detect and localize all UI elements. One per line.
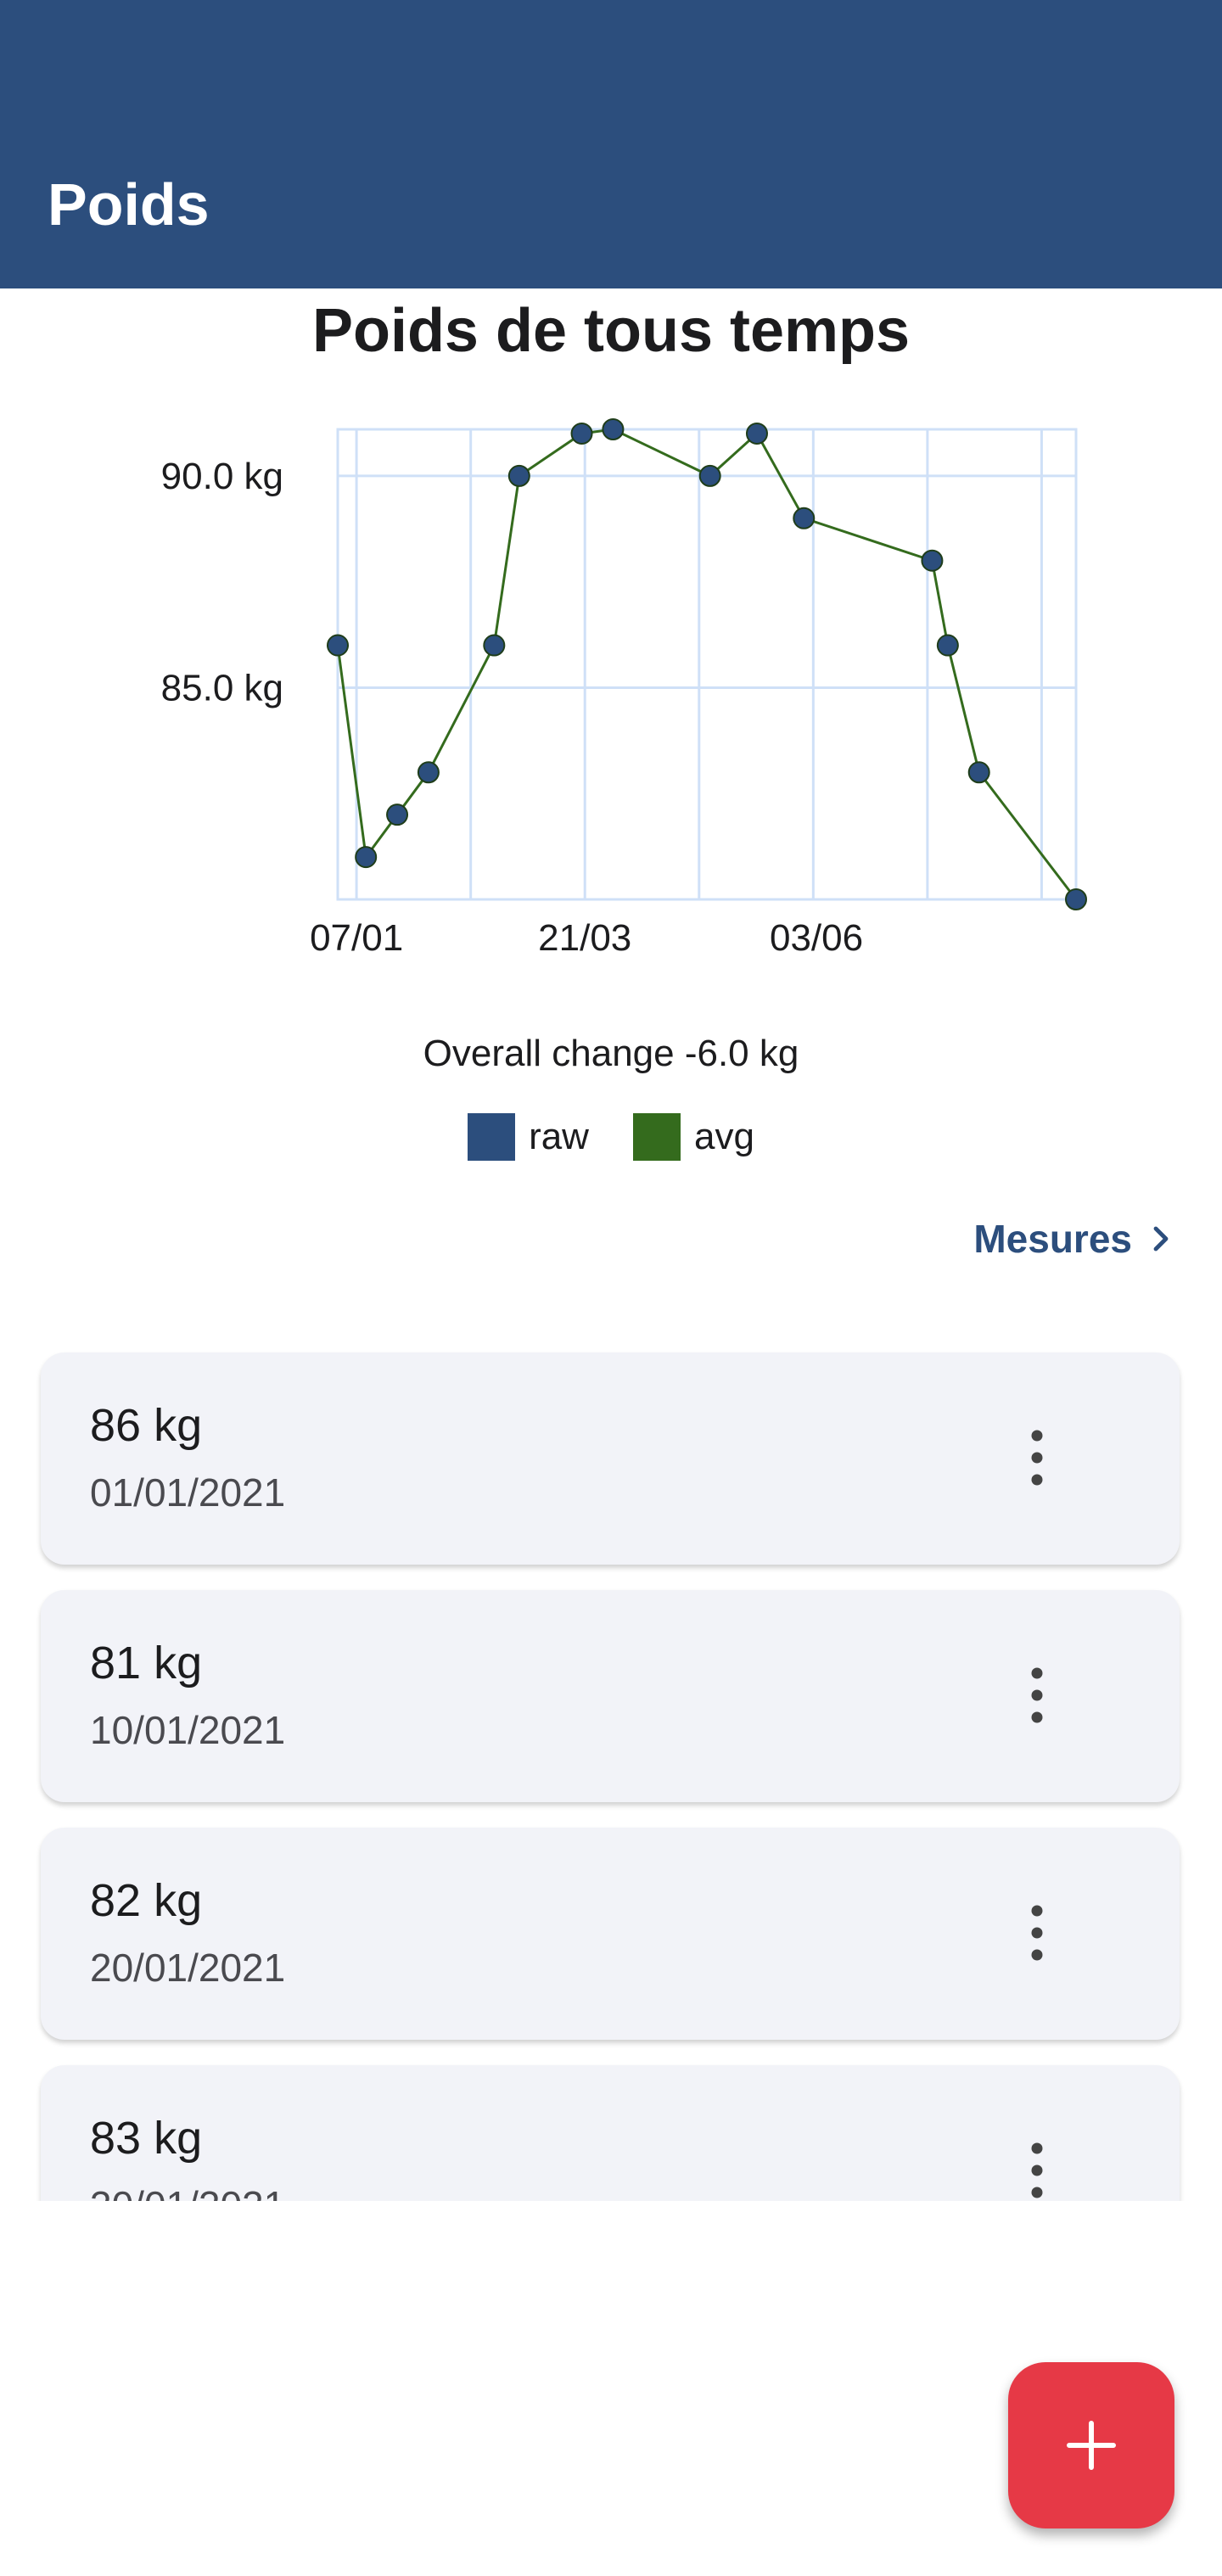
entry-date: 01/01/2021 <box>90 1470 286 1515</box>
entry-card[interactable]: 83 kg 30/01/2021 <box>41 2065 1180 2201</box>
data-point-raw <box>570 422 593 445</box>
x-tick-label: 07/01 <box>310 917 403 959</box>
plus-icon <box>1067 2421 1116 2470</box>
chart-title: Poids de tous temps <box>311 297 911 365</box>
data-point-raw <box>507 464 530 487</box>
entry-date: 20/01/2021 <box>90 1946 286 1990</box>
x-tick-label: 21/03 <box>538 917 631 959</box>
data-point-raw <box>327 634 349 657</box>
overall-change: Overall change -6.0 kg <box>423 1033 799 1074</box>
data-point-raw <box>1065 888 1087 910</box>
more-vertical-icon[interactable] <box>1020 1899 1054 1967</box>
entry-date: 10/01/2021 <box>90 1708 286 1752</box>
legend-label-raw: raw <box>529 1116 589 1157</box>
entry-weight: 86 kg <box>90 1400 203 1451</box>
entry-card[interactable]: 82 kg 20/01/2021 <box>41 1828 1180 2040</box>
data-point-raw <box>386 804 409 826</box>
mesures-link-label: Mesures <box>973 1217 1132 1261</box>
entries-list[interactable]: 86 kg 01/01/2021 81 kg 10/01/2021 82 kg … <box>0 1324 1222 2201</box>
entry-card[interactable]: 81 kg 10/01/2021 <box>41 1590 1180 1802</box>
chart-legend: raw avg <box>0 1113 1222 1161</box>
app-title: Poids <box>48 171 210 238</box>
plot-frame <box>336 428 1078 901</box>
data-point-raw <box>483 634 506 657</box>
data-point-raw <box>967 761 990 784</box>
data-point-raw <box>602 418 625 440</box>
data-point-raw <box>745 422 768 445</box>
more-vertical-icon[interactable] <box>1020 1661 1054 1729</box>
weight-chart: 90.0 kg 85.0 kg 07/01 21/03 03/06 <box>161 418 1087 959</box>
entry-weight: 81 kg <box>90 1638 203 1688</box>
data-point-raw <box>698 464 721 487</box>
entry-weight: 83 kg <box>90 2113 203 2164</box>
data-point-raw <box>793 507 816 529</box>
legend-item-avg: avg <box>632 1113 754 1161</box>
y-tick-label: 85.0 kg <box>161 667 283 708</box>
add-entry-button[interactable] <box>1008 2362 1174 2528</box>
legend-item-raw: raw <box>468 1113 589 1161</box>
entry-card[interactable]: 86 kg 01/01/2021 <box>41 1352 1180 1565</box>
x-tick-label: 03/06 <box>770 917 863 959</box>
legend-label-avg: avg <box>693 1116 754 1157</box>
data-point-raw <box>936 634 959 657</box>
data-point-raw <box>417 761 440 784</box>
entry-weight: 82 kg <box>90 1875 203 1926</box>
more-vertical-icon[interactable] <box>1020 1424 1054 1492</box>
chevron-right-icon <box>1153 1226 1169 1252</box>
more-vertical-icon[interactable] <box>1020 2136 1054 2201</box>
series-line-avg <box>336 428 1078 900</box>
legend-swatch-avg <box>632 1113 681 1161</box>
app-bar: Poids <box>0 0 1222 288</box>
data-point-raw <box>921 549 944 572</box>
y-tick-label: 90.0 kg <box>161 456 283 497</box>
data-point-raw <box>355 846 378 869</box>
legend-swatch-raw <box>468 1113 516 1161</box>
entry-date: 30/01/2021 <box>90 2179 285 2201</box>
mesures-link[interactable]: Mesures <box>973 1212 1176 1266</box>
